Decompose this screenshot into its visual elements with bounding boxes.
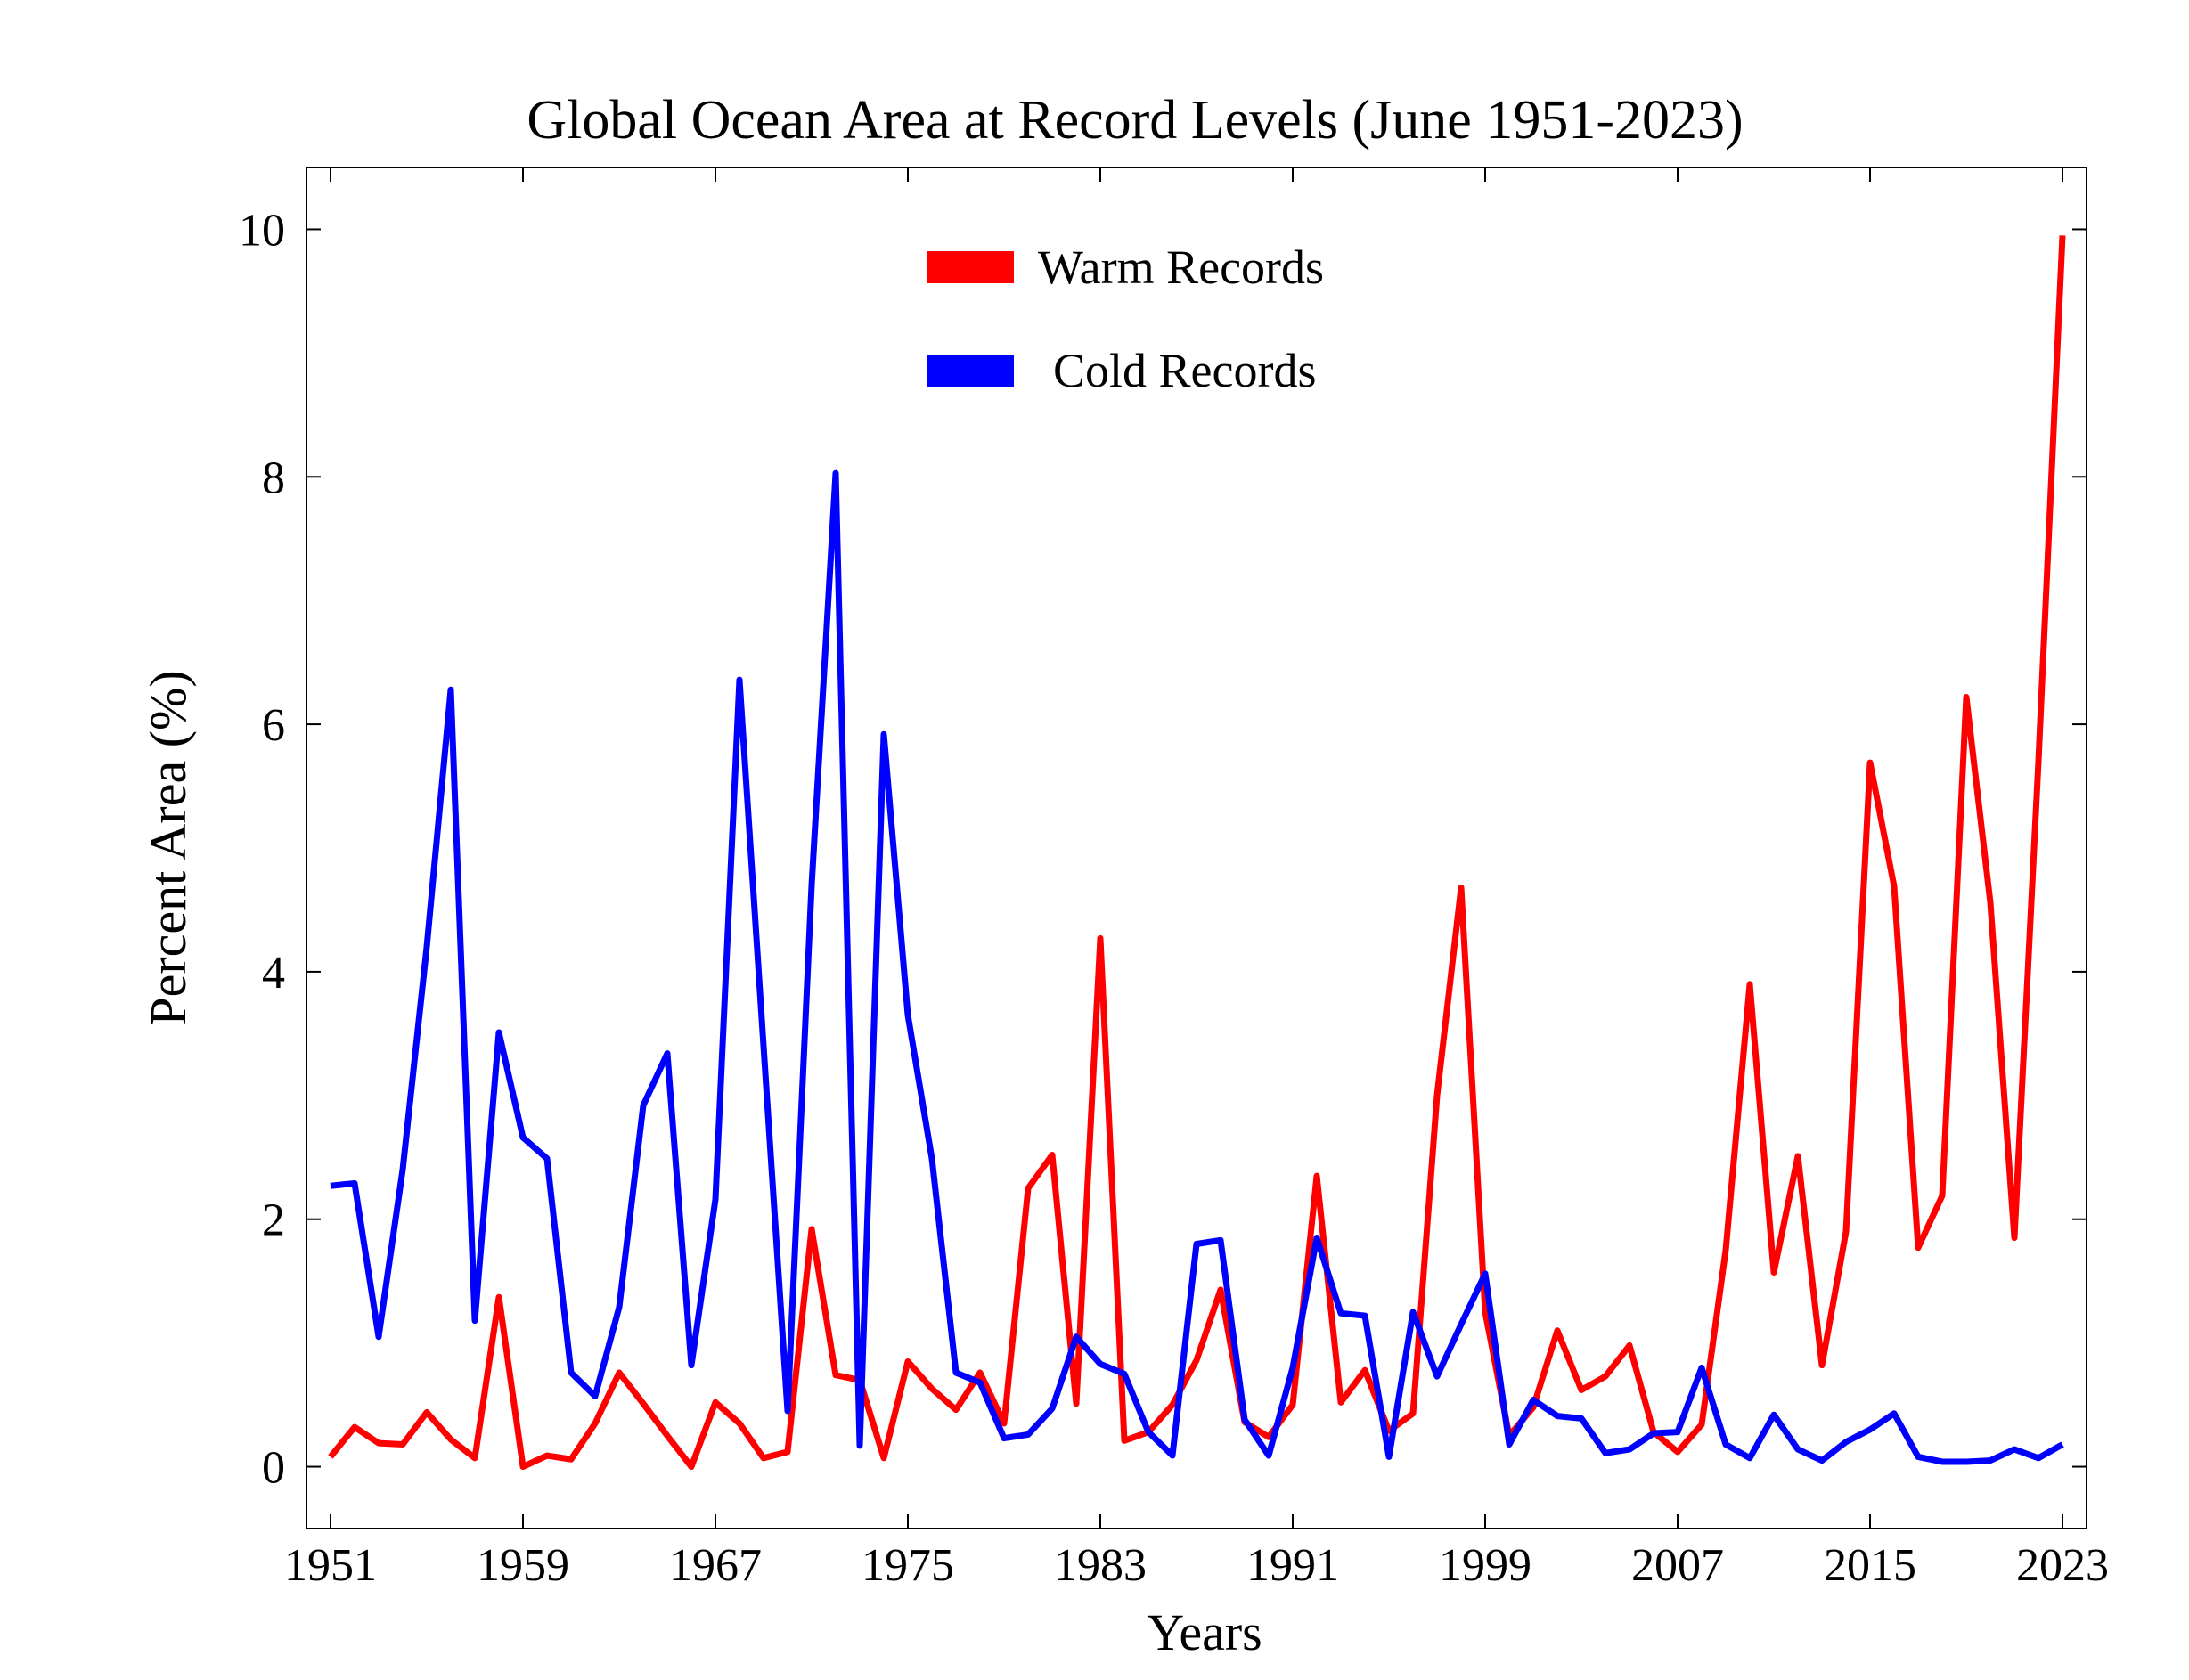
x-tick-label: 2023 [2016,1540,2109,1591]
plot-frame [306,167,2087,1529]
legend-label-warm: Warm Records [1038,241,1324,294]
series-line-warm-records [328,235,2066,1471]
series-line-cold-records [330,469,2064,1465]
x-tick-label: 2015 [1824,1540,1916,1591]
x-tick-label: 1991 [1246,1540,1339,1591]
x-tick-label: 2007 [1631,1540,1724,1591]
legend: Warm Records Cold Records [927,241,1324,397]
y-tick-label: 0 [262,1443,285,1494]
y-tick-label: 8 [262,453,285,503]
x-tick-label: 1975 [862,1540,954,1591]
y-axis-label: Percent Area (%) [139,670,197,1025]
legend-label-cold: Cold Records [1053,344,1316,397]
y-tick-label: 4 [262,948,285,999]
chart-title: Global Ocean Area at Record Levels (June… [527,90,1743,151]
x-tick-label: 1983 [1054,1540,1147,1591]
x-tick-label: 1967 [669,1540,762,1591]
x-axis-label: Years [1147,1603,1262,1661]
y-axis: 0 2 4 6 8 10 [239,205,2087,1494]
legend-swatch-warm [927,251,1014,283]
x-tick-label: 1959 [477,1540,569,1591]
series-lines [328,235,2066,1471]
legend-swatch-cold [927,355,1014,387]
y-tick-label: 10 [239,205,285,256]
y-tick-label: 6 [262,700,285,751]
x-tick-label: 1999 [1439,1540,1531,1591]
y-tick-label: 2 [262,1195,285,1246]
x-tick-label: 1951 [284,1540,377,1591]
x-axis: 1951 1959 1967 1975 1983 1991 1999 2007 2015 2023 [284,167,2109,1591]
